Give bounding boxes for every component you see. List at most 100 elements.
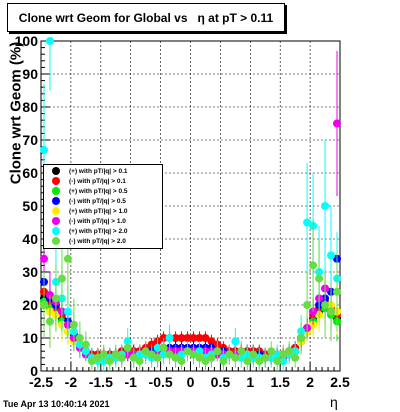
- data-point: [255, 357, 264, 366]
- data-point: [321, 202, 330, 210]
- legend-marker: [52, 167, 60, 175]
- data-point: [117, 353, 126, 362]
- data-point: [171, 334, 180, 342]
- data-point: [39, 254, 48, 263]
- data-point: [129, 353, 138, 362]
- legend-marker: [52, 207, 60, 215]
- data-point: [315, 274, 324, 283]
- data-point: [225, 350, 234, 359]
- data-point: [189, 334, 198, 342]
- data-point: [201, 357, 210, 366]
- x-tick-label: 0: [187, 374, 195, 390]
- data-point: [243, 357, 252, 366]
- data-point: [57, 274, 66, 283]
- x-tick-label: -0.5: [149, 374, 173, 390]
- data-point: [45, 37, 54, 45]
- data-point: [273, 357, 282, 366]
- data-point: [93, 353, 102, 362]
- x-tick-label: -2.5: [29, 374, 53, 390]
- y-tick-label: 80: [22, 99, 38, 115]
- y-tick-label: 40: [22, 231, 38, 247]
- data-point: [189, 350, 198, 359]
- legend-label: (-) with pT/|q| > 1.0: [69, 217, 126, 225]
- data-point: [45, 317, 54, 326]
- data-point: [183, 347, 192, 356]
- legend-entry: (+) with pT/|q| > 2.0: [44, 226, 128, 236]
- x-tick-label: -2: [65, 374, 78, 390]
- data-point: [303, 218, 312, 227]
- y-tick-label: 100: [15, 33, 39, 49]
- legend-entry: (-) with pT/|q| > 1.0: [44, 216, 126, 226]
- data-point: [309, 261, 318, 270]
- legend-entry: (+) with pT/|q| > 0.1: [44, 166, 128, 176]
- timestamp-footer: Tue Apr 13 10:40:14 2021: [3, 399, 110, 409]
- legend-marker: [52, 177, 60, 185]
- y-tick-label: 60: [22, 165, 38, 181]
- data-point: [147, 350, 156, 359]
- data-point: [285, 347, 294, 356]
- data-point: [123, 343, 132, 352]
- data-point: [249, 350, 258, 359]
- legend-label: (-) with pT/|q| > 0.5: [69, 197, 126, 205]
- data-point: [267, 347, 276, 356]
- data-point: [51, 294, 60, 303]
- legend-label: (-) with pT/|q| > 2.0: [69, 237, 126, 245]
- legend-entry: (+) with pT/|q| > 0.5: [44, 186, 128, 196]
- data-point: [171, 353, 180, 362]
- data-point: [195, 334, 204, 342]
- data-point: [297, 334, 306, 342]
- data-point: [63, 254, 72, 263]
- data-point: [159, 343, 168, 352]
- data-point: [39, 301, 48, 309]
- data-point: [195, 353, 204, 362]
- data-point: [39, 145, 48, 154]
- legend-marker: [52, 227, 60, 235]
- data-point: [333, 119, 342, 128]
- x-axis-label: η: [330, 394, 338, 410]
- data-point: [177, 334, 186, 342]
- legend-marker: [52, 187, 60, 195]
- data-point: [237, 347, 246, 356]
- data-point: [327, 307, 336, 316]
- y-tick-label: 0: [30, 363, 38, 379]
- legend: (+) with pT/|q| > 0.1 (-) with pT/|q| > 0…: [43, 164, 163, 249]
- legend-entry: (-) with pT/|q| > 0.1: [44, 176, 126, 186]
- data-point: [81, 340, 90, 349]
- data-point: [207, 353, 216, 362]
- data-point: [63, 307, 72, 316]
- data-point: [135, 357, 144, 366]
- data-point: [261, 353, 270, 362]
- data-point: [141, 347, 150, 356]
- data-point: [177, 357, 186, 366]
- data-point: [153, 353, 162, 362]
- data-point: [111, 350, 120, 359]
- legend-label: (+) with pT/|q| > 2.0: [69, 227, 128, 235]
- data-point: [231, 353, 240, 362]
- x-tick-label: 1: [246, 374, 254, 390]
- legend-entry: (+) with pT/|q| > 1.0: [44, 206, 128, 216]
- data-point: [213, 347, 222, 356]
- data-point: [165, 334, 174, 342]
- x-tick-label: 2: [306, 374, 314, 390]
- data-point: [327, 251, 336, 260]
- y-tick-label: 70: [22, 132, 38, 148]
- legend-label: (-) with pT/|q| > 0.1: [69, 177, 126, 185]
- data-point: [231, 337, 240, 346]
- legend-entry: (-) with pT/|q| > 0.5: [44, 196, 126, 206]
- chart-title-box: Clone wrt Geom for Global vs η at pT > 0…: [7, 3, 285, 32]
- x-tick-label: 2.5: [330, 374, 350, 390]
- data-point: [279, 350, 288, 359]
- legend-marker: [52, 197, 60, 205]
- y-tick-label: 90: [22, 66, 38, 82]
- data-point: [183, 334, 192, 342]
- y-tick-label: 50: [22, 198, 38, 214]
- x-tick-label: 0.5: [211, 374, 231, 390]
- data-point: [87, 357, 96, 366]
- data-point: [105, 357, 114, 366]
- legend-label: (+) with pT/|q| > 0.1: [69, 167, 128, 175]
- legend-marker: [52, 237, 60, 245]
- y-tick-label: 30: [22, 264, 38, 280]
- data-point: [99, 350, 108, 359]
- data-point: [201, 334, 210, 342]
